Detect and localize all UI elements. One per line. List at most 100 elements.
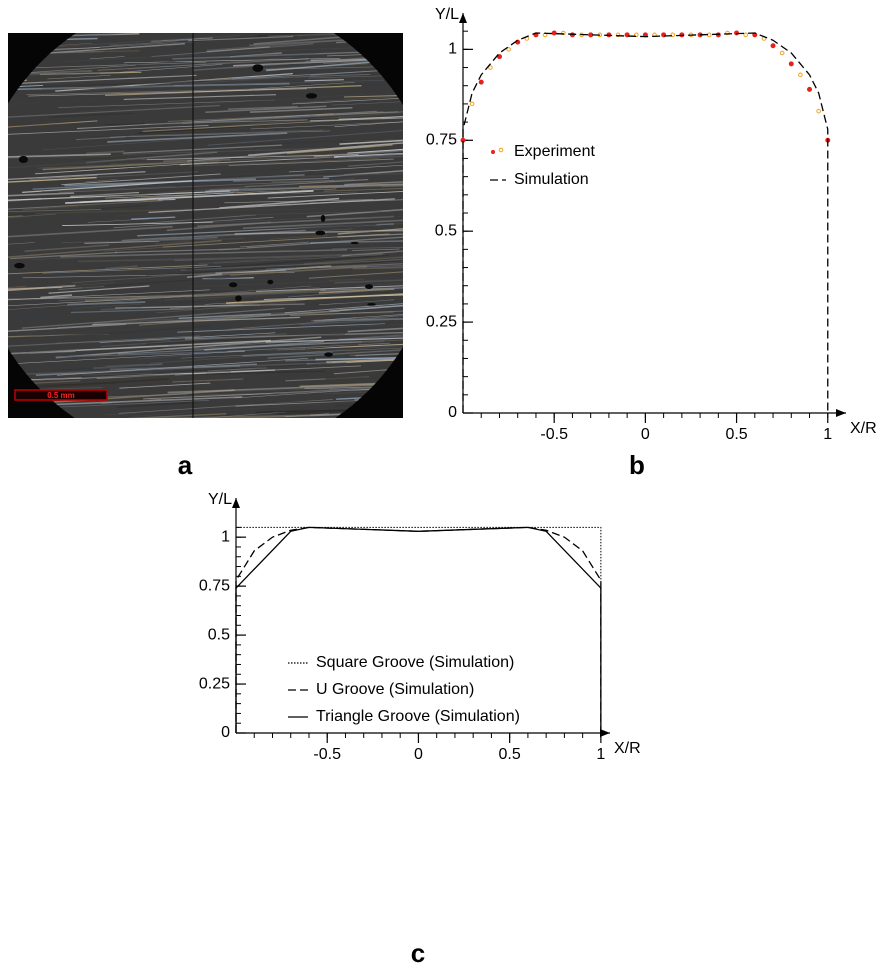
- legend-label: Simulation: [514, 171, 589, 188]
- figure: 0.5 mm a Y/L X/R 0 0.25 0.5 0.75 1 -0.5 0 0.5 1 Exp…: [0, 0, 880, 964]
- streak: [151, 428, 253, 433]
- y-axis-arrow: [232, 498, 240, 508]
- data-point: [780, 51, 784, 55]
- x-tick-label: -0.5: [313, 746, 341, 763]
- streak: [105, 417, 373, 423]
- x-axis-label: X/R: [614, 740, 641, 757]
- streak: [137, 16, 316, 23]
- streak: [41, 430, 138, 433]
- x-tick-label: 0: [414, 746, 423, 763]
- pit: [351, 242, 359, 244]
- streak: [227, 0, 512, 18]
- pit: [367, 303, 376, 306]
- y-tick-label: 1: [221, 528, 230, 545]
- streak: [205, 16, 293, 20]
- streak: [251, 0, 537, 10]
- x-tick-label: 0.5: [725, 426, 747, 443]
- streak: [199, 7, 290, 13]
- y-tick-label: 1: [448, 41, 457, 58]
- pit: [267, 280, 273, 284]
- series-line: [236, 527, 601, 733]
- y-tick-label: 0: [448, 404, 457, 421]
- series-line: [236, 527, 601, 733]
- streak: [0, 6, 133, 11]
- y-tick-label: 0.25: [426, 313, 457, 330]
- y-tick-label: 0: [221, 724, 230, 741]
- streak: [115, 12, 302, 25]
- streak: [258, 17, 526, 28]
- streak: [214, 19, 357, 29]
- streak: [298, 425, 554, 431]
- pit: [324, 352, 333, 356]
- streak: [29, 420, 166, 429]
- x-axis-label: X/R: [850, 420, 877, 437]
- streak: [0, 419, 85, 424]
- y-tick-label: 0.5: [208, 626, 230, 643]
- streak: [262, 20, 386, 25]
- data-point: [589, 33, 593, 37]
- streak: [308, 11, 517, 21]
- legend-label: Experiment: [514, 143, 595, 160]
- x-tick-label: 1: [596, 746, 605, 763]
- y-tick-label: 0.75: [426, 131, 457, 148]
- streak: [0, 20, 112, 29]
- streak: [27, 0, 75, 3]
- pit: [365, 284, 373, 289]
- streak: [87, 424, 283, 428]
- streak: [332, 0, 622, 7]
- legend-marker: [491, 150, 495, 154]
- streak: [0, 4, 184, 12]
- data-point: [808, 87, 812, 91]
- x-tick-label: 0: [641, 426, 650, 443]
- streak: [271, 0, 545, 2]
- streak: [155, 8, 310, 15]
- pit: [229, 282, 237, 287]
- x-tick-label: 0.5: [499, 746, 521, 763]
- streak: [0, 21, 151, 34]
- streak: [129, 430, 334, 437]
- streak: [298, 429, 374, 431]
- pit: [252, 64, 263, 72]
- data-point: [799, 73, 803, 77]
- series-line: [463, 33, 828, 413]
- y-tick-label: 0.75: [199, 577, 230, 594]
- data-point: [789, 62, 793, 66]
- streak: [315, 28, 396, 30]
- panel-label: c: [411, 938, 425, 964]
- x-tick-label: -0.5: [540, 426, 568, 443]
- data-point: [479, 80, 483, 84]
- streak: [187, 14, 420, 21]
- streak: [0, 22, 32, 24]
- streak: [298, 0, 429, 2]
- panel-label: a: [178, 450, 193, 480]
- legend-label: Square Groove (Simulation): [316, 654, 514, 671]
- scale-bar-label: 0.5 mm: [47, 391, 75, 400]
- pit: [321, 215, 326, 222]
- streak: [188, 5, 338, 12]
- legend-label: Triangle Groove (Simulation): [316, 708, 520, 725]
- legend-label: U Groove (Simulation): [316, 681, 474, 698]
- streak: [125, 417, 284, 429]
- series-line: [236, 527, 601, 733]
- streak: [183, 425, 352, 436]
- y-tick-label: 0.25: [199, 675, 230, 692]
- data-point: [552, 31, 556, 35]
- pit: [306, 93, 317, 99]
- streak: [127, 8, 229, 15]
- streak: [233, 3, 268, 5]
- pit: [235, 295, 242, 301]
- data-point: [817, 109, 821, 113]
- x-axis-arrow: [836, 409, 846, 417]
- pit: [14, 263, 25, 268]
- streak: [278, 8, 457, 21]
- x-tick-label: 1: [823, 426, 832, 443]
- streak: [48, 424, 242, 438]
- streak: [299, 433, 337, 435]
- streak: [141, 4, 407, 15]
- streak: [186, 2, 370, 15]
- y-axis-label: Y/L: [435, 6, 459, 23]
- pit: [315, 231, 325, 236]
- streak: [100, 432, 134, 433]
- legend-marker: [499, 148, 503, 152]
- y-tick-label: 0.5: [435, 222, 457, 239]
